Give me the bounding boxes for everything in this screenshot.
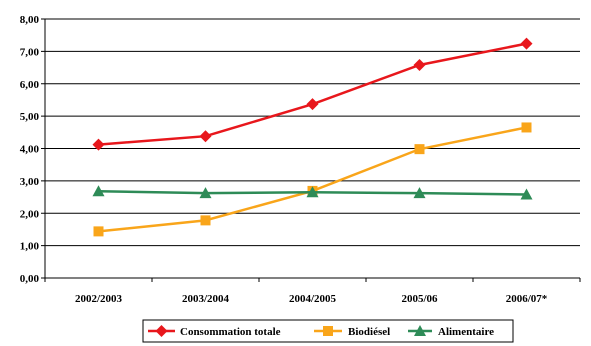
legend-item: Alimentaire xyxy=(408,325,494,338)
y-tick-label: 2,00 xyxy=(20,208,40,220)
data-point-triangle xyxy=(413,187,426,199)
data-point-square xyxy=(200,215,211,226)
data-point-diamond xyxy=(155,325,168,337)
data-point-square xyxy=(521,122,532,133)
x-tick-labels: 2002/2003 2003/2004 2004/2005 2005/06 2006/0… xyxy=(75,293,548,305)
y-tick-labels: 0,00 1,00 2,00 3,00 4,00 5,00 6,00 7,00 8,00 xyxy=(20,14,40,285)
y-tick-label: 5,00 xyxy=(20,111,40,123)
y-tick-label: 0,00 xyxy=(20,273,40,285)
gridlines xyxy=(45,18,580,247)
y-tick-label: 3,00 xyxy=(20,176,40,188)
data-point-triangle xyxy=(414,325,426,336)
legend: Consommation totale Biodiésel Alimentaire xyxy=(142,319,514,343)
data-point-triangle xyxy=(199,187,212,199)
data-point-diamond xyxy=(520,37,533,50)
x-tick-label: 2005/06 xyxy=(401,293,438,305)
series-alimentaire xyxy=(92,185,533,200)
data-point-diamond xyxy=(413,58,426,71)
data-point-triangle xyxy=(306,186,319,198)
x-tick-label: 2002/2003 xyxy=(75,293,123,305)
x-tick-label: 2003/2004 xyxy=(182,293,230,305)
y-tick-label: 6,00 xyxy=(20,79,40,91)
data-point-triangle xyxy=(520,188,533,200)
legend-label: Alimentaire xyxy=(438,326,494,338)
data-point-square xyxy=(93,226,104,237)
data-point-diamond xyxy=(199,130,212,143)
y-tick-label: 4,00 xyxy=(20,144,40,156)
series-lines xyxy=(92,37,533,237)
series-line xyxy=(98,126,527,233)
y-tick-label: 8,00 xyxy=(20,14,40,26)
data-point-square xyxy=(414,144,425,155)
data-point-triangle xyxy=(92,185,105,197)
y-tick-label: 7,00 xyxy=(20,46,40,58)
legend-label: Biodiésel xyxy=(348,326,390,338)
data-point-diamond xyxy=(92,138,105,151)
axes xyxy=(41,18,581,282)
x-tick-label: 2006/07* xyxy=(506,293,548,305)
legend-item: Consommation totale xyxy=(148,325,281,338)
data-point-square xyxy=(323,326,333,336)
x-tick-label: 2004/2005 xyxy=(289,293,337,305)
legend-label: Consommation totale xyxy=(180,326,281,338)
y-tick-label: 1,00 xyxy=(20,241,40,253)
legend-item: Biodiésel xyxy=(314,326,390,338)
series-consommation-totale xyxy=(92,37,533,151)
data-point-diamond xyxy=(306,98,319,111)
series-line xyxy=(98,42,527,146)
